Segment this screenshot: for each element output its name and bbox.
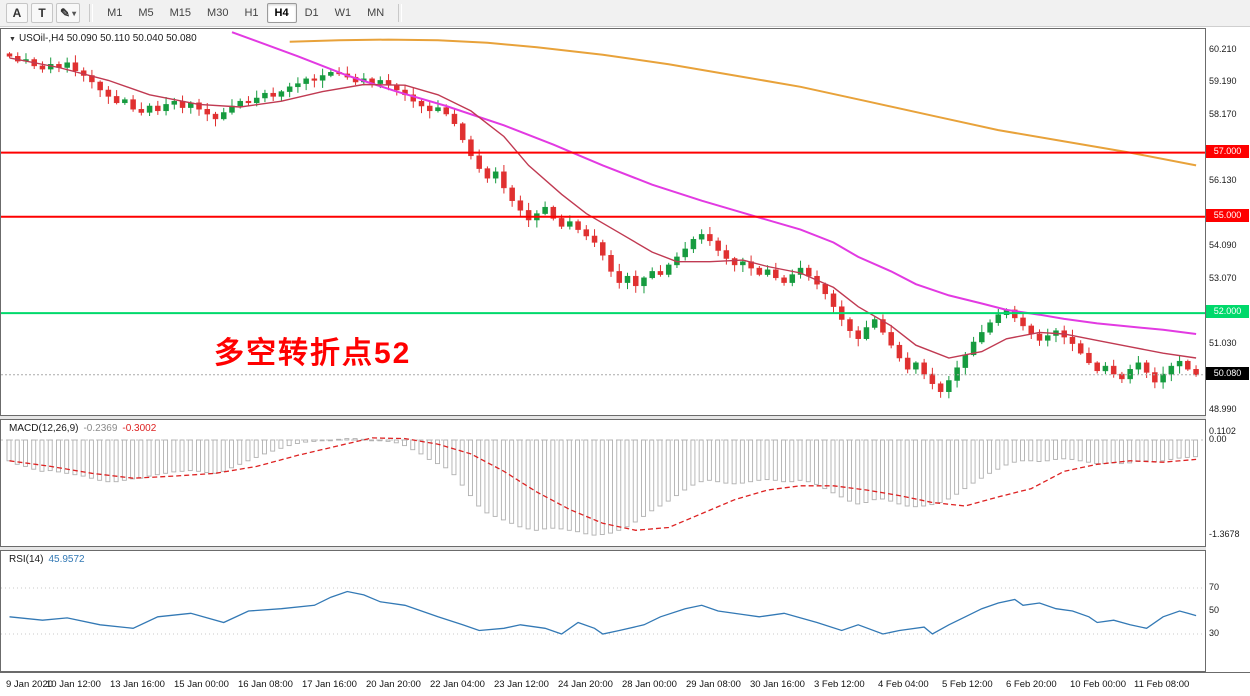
pencil-icon: ✎ (60, 6, 71, 20)
price-axis-label: 56.130 (1209, 174, 1237, 185)
time-axis-label: 11 Feb 08:00 (1134, 679, 1190, 690)
time-axis-label: 23 Jan 12:00 (494, 679, 549, 690)
timeframe-h4-button[interactable]: H4 (266, 3, 297, 23)
time-axis-label: 5 Feb 12:00 (942, 679, 993, 690)
timeframe-mn-button[interactable]: MN (359, 3, 392, 23)
time-axis-label: 22 Jan 04:00 (430, 679, 485, 690)
collapse-triangle-icon[interactable]: ▼ (9, 36, 16, 43)
price-axis-label: 51.030 (1209, 338, 1237, 349)
price-axis-label: 54.090 (1209, 240, 1237, 250)
draw-tool-button[interactable]: ✎ ▾ (56, 3, 81, 23)
macd-main-value: -0.2369 (83, 423, 118, 434)
timeframe-m5-button[interactable]: M5 (130, 3, 161, 23)
time-axis-label: 16 Jan 08:00 (238, 679, 293, 690)
rsi-axis-label: 70 (1209, 582, 1220, 592)
toolbar: A T ✎ ▾ M1 M5 M15 M30 H1 H4 D1 W1 MN (0, 0, 1250, 27)
timeframe-h1-button[interactable]: H1 (236, 3, 266, 23)
macd-name: MACD(12,26,9) (9, 423, 79, 434)
macd-panel[interactable]: MACD(12,26,9) -0.2369 -0.3002 (0, 419, 1206, 547)
time-axis-label: 6 Feb 20:00 (1006, 679, 1057, 690)
price-scale[interactable]: 60.210 59.190 58.170 56.130 54.090 53.070 51.0… (1206, 28, 1250, 672)
symbol-header: ▼ USOil-,H4 50.090 50.110 50.040 50.080 (9, 33, 197, 44)
time-axis-label: 17 Jan 16:00 (302, 679, 357, 690)
chevron-down-icon: ▾ (72, 8, 77, 18)
arrow-tool-button[interactable]: A (6, 3, 28, 23)
time-axis-label: 9 Jan 2020 (6, 679, 54, 690)
panel-splitter[interactable] (0, 547, 1250, 550)
time-scale[interactable]: 9 Jan 2020 10 Jan 12:00 13 Jan 16:00 15 Jan… (0, 672, 1250, 696)
time-axis-label: 28 Jan 00:00 (622, 679, 677, 690)
time-axis-label: 29 Jan 08:00 (686, 679, 741, 690)
symbol-ohlc-text: USOil-,H4 50.090 50.110 50.040 50.080 (18, 33, 197, 44)
macd-axis-label: 0.1102 (1209, 426, 1236, 437)
chart-annotation-text[interactable]: 多空转折点52 (214, 337, 412, 370)
rsi-header: RSI(14) 45.9572 (9, 554, 85, 565)
price-chart-panel[interactable]: ▼ USOil-,H4 50.090 50.110 50.040 50.080 多… (0, 28, 1206, 416)
timeframe-w1-button[interactable]: W1 (327, 3, 360, 23)
rsi-axis-label: 30 (1209, 628, 1220, 638)
price-axis-label: 58.170 (1209, 109, 1237, 120)
rsi-axis-label: 50 (1209, 605, 1220, 615)
time-axis-label: 10 Feb 00:00 (1070, 679, 1126, 690)
time-axis-label: 3 Feb 12:00 (814, 679, 865, 690)
timeframe-m15-button[interactable]: M15 (162, 3, 199, 23)
price-line-label: 52.000 (1206, 305, 1249, 319)
rsi-panel[interactable]: RSI(14) 45.9572 (0, 550, 1206, 672)
macd-axis-label: -1.3678 (1209, 528, 1240, 539)
time-axis-label: 20 Jan 20:00 (366, 679, 421, 690)
timeframe-d1-button[interactable]: D1 (297, 3, 327, 23)
price-axis-label: 48.990 (1209, 403, 1237, 414)
current-price-label: 50.080 (1206, 366, 1249, 380)
time-axis-label: 24 Jan 20:00 (558, 679, 613, 690)
rsi-name: RSI(14) (9, 554, 44, 565)
time-axis-label: 4 Feb 04:00 (878, 679, 929, 690)
price-axis-label: 60.210 (1209, 43, 1237, 54)
rsi-chart[interactable] (1, 551, 1205, 671)
price-axis-label: 53.070 (1209, 272, 1237, 283)
price-line-label: 55.000 (1206, 208, 1249, 222)
rsi-value: 45.9572 (48, 554, 85, 565)
panel-splitter[interactable] (0, 416, 1250, 419)
time-axis-label: 30 Jan 16:00 (750, 679, 805, 690)
price-axis-label: 59.190 (1209, 76, 1237, 87)
macd-chart[interactable] (1, 420, 1205, 546)
timeframe-m1-button[interactable]: M1 (99, 3, 130, 23)
timeframe-m30-button[interactable]: M30 (199, 3, 236, 23)
time-axis-label: 10 Jan 12:00 (46, 679, 101, 690)
macd-signal-value: -0.3002 (122, 423, 157, 434)
toolbar-separator (89, 4, 94, 22)
candlestick-chart[interactable] (1, 29, 1205, 415)
time-axis-label: 15 Jan 00:00 (174, 679, 229, 690)
macd-axis-label: 0.00 (1209, 434, 1227, 444)
macd-header: MACD(12,26,9) -0.2369 -0.3002 (9, 423, 156, 434)
text-tool-button[interactable]: T (31, 3, 53, 23)
price-line-label: 57.000 (1206, 144, 1249, 158)
toolbar-separator (398, 4, 403, 22)
time-axis-label: 13 Jan 16:00 (110, 679, 165, 690)
